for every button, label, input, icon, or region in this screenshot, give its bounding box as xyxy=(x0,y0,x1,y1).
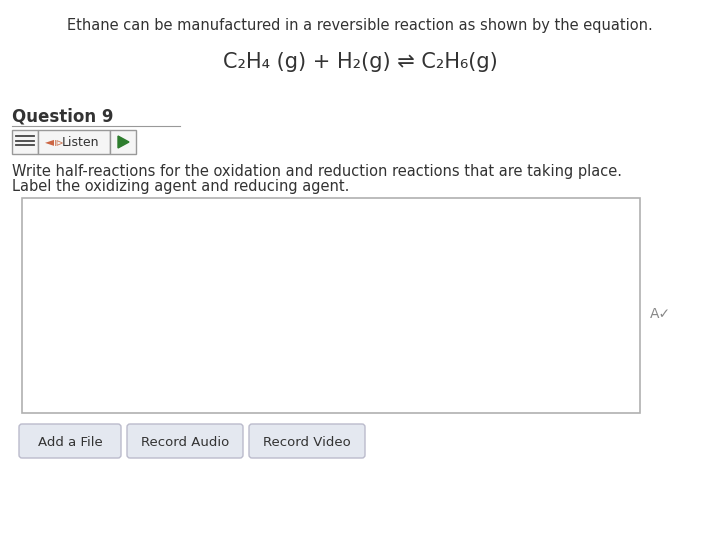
Text: Record Video: Record Video xyxy=(263,436,351,448)
Text: Write half-reactions for the oxidation and reduction reactions that are taking p: Write half-reactions for the oxidation a… xyxy=(12,164,622,179)
Text: Question 9: Question 9 xyxy=(12,108,114,126)
Text: Listen: Listen xyxy=(62,135,99,148)
FancyBboxPatch shape xyxy=(19,424,121,458)
Text: A✓: A✓ xyxy=(649,306,670,321)
Text: Label the oxidizing agent and reducing agent.: Label the oxidizing agent and reducing a… xyxy=(12,179,349,194)
Polygon shape xyxy=(118,136,129,148)
Text: ◄: ◄ xyxy=(45,135,54,148)
FancyBboxPatch shape xyxy=(12,130,38,154)
FancyBboxPatch shape xyxy=(110,130,136,154)
FancyBboxPatch shape xyxy=(249,424,365,458)
Text: C₂H₄ (g) + H₂(g) ⇌ C₂H₆(g): C₂H₄ (g) + H₂(g) ⇌ C₂H₆(g) xyxy=(222,52,498,72)
FancyBboxPatch shape xyxy=(38,130,110,154)
Text: ⧐: ⧐ xyxy=(54,137,64,147)
Text: Record Audio: Record Audio xyxy=(141,436,229,448)
Text: Add a File: Add a File xyxy=(37,436,102,448)
FancyBboxPatch shape xyxy=(127,424,243,458)
Text: Ethane can be manufactured in a reversible reaction as shown by the equation.: Ethane can be manufactured in a reversib… xyxy=(67,18,653,33)
FancyBboxPatch shape xyxy=(22,198,640,413)
